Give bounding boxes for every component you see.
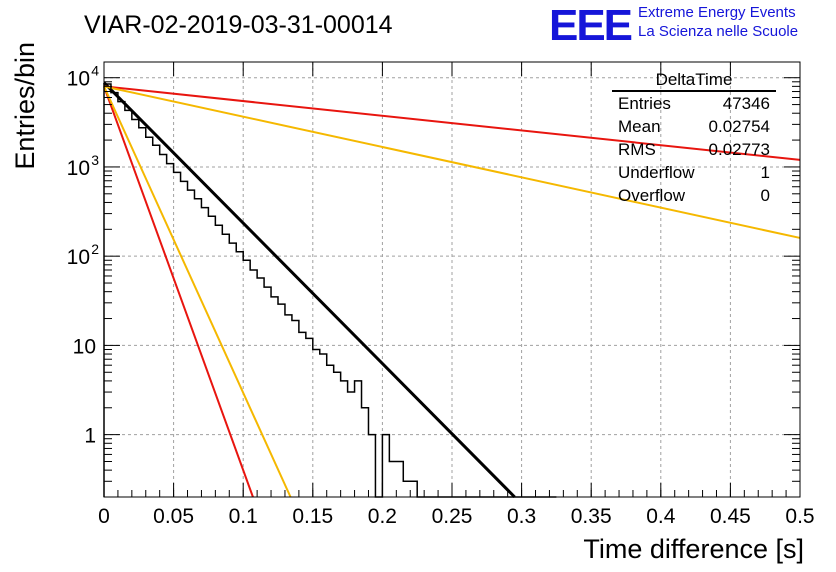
grid-lines: [104, 62, 800, 497]
y-tick-label: 10: [67, 246, 90, 269]
histogram-bin: [243, 260, 250, 497]
stats-value: 47346: [722, 94, 770, 113]
histogram-bin: [201, 208, 208, 497]
y-tick-label: 10: [73, 335, 96, 358]
histogram-bin: [396, 461, 403, 497]
fit-line-red-shallow: [103, 85, 801, 161]
x-tick-label: 0.35: [571, 505, 612, 528]
histogram-bin: [160, 154, 167, 497]
eee-logo-mark: EEE: [549, 4, 632, 44]
histogram-bin: [355, 381, 362, 497]
stats-label: RMS: [618, 140, 656, 159]
histogram-bin: [341, 381, 348, 497]
histogram-bin: [264, 287, 271, 497]
stats-value: 0: [760, 186, 770, 205]
histogram-bin: [382, 435, 389, 497]
y-tick-label: 10: [67, 68, 90, 91]
y-tick-exponent: 4: [91, 63, 99, 79]
histogram-bin: [250, 270, 257, 497]
histogram-bin: [389, 461, 396, 497]
histogram-bin: [313, 349, 320, 497]
histogram-bin: [125, 110, 132, 497]
x-tick-label: 0.2: [368, 505, 397, 528]
x-axis: 0 0.05 0.1 0.15 0.2 0.25 0.3 0.35 0.4 0.45 0.5: [98, 62, 815, 528]
x-tick-label: 0.3: [507, 505, 536, 528]
x-axis-label: Time difference [s]: [583, 534, 804, 564]
fit-line-red-steep: [103, 86, 254, 498]
x-tick-label: 0.25: [432, 505, 473, 528]
fit-line-orange-steep: [103, 85, 292, 498]
histogram-bin: [118, 102, 125, 497]
histogram-bin: [111, 93, 118, 497]
stats-value: 1: [760, 163, 770, 182]
stats-row: RMS 0.02773: [610, 138, 778, 161]
histogram-bin: [188, 190, 195, 497]
histogram-bin: [368, 435, 375, 497]
histogram-bin: [299, 332, 306, 497]
y-axis-label: Entries/bin: [10, 42, 40, 170]
logo-line-2: La Scienza nelle Scuole: [638, 23, 799, 40]
histogram-bin: [257, 278, 264, 497]
stats-value: 0.02773: [708, 140, 770, 159]
histogram-bin: [327, 365, 334, 497]
stats-label: Overflow: [618, 186, 686, 205]
y-tick-exponent: 3: [91, 152, 99, 168]
chart-title: VIAR-02-2019-03-31-00014: [84, 11, 393, 39]
stats-label: Entries: [618, 94, 671, 113]
eee-logo: EEE: [549, 4, 634, 44]
histogram-bin: [410, 481, 417, 497]
x-tick-label: 0.45: [710, 505, 751, 528]
stats-box: DeltaTime Entries 47346 Mean 0.02754 RMS…: [610, 70, 778, 207]
fit-curves: [102, 81, 801, 499]
histogram-bin: [222, 234, 229, 497]
stats-label: Mean: [618, 117, 661, 136]
histogram-bin: [285, 315, 292, 497]
stats-row: Entries 47346: [610, 92, 778, 115]
x-tick-label: 0.15: [292, 505, 333, 528]
histogram-bin: [292, 321, 299, 497]
histogram-bin: [403, 481, 410, 497]
histogram-bin: [362, 408, 369, 497]
stats-row: Overflow 0: [610, 184, 778, 207]
histogram-bin: [320, 354, 327, 497]
stats-value: 0.02754: [708, 117, 770, 136]
histogram-bin: [181, 181, 188, 497]
logo-caption: Extreme Energy Events La Scienza nelle S…: [638, 3, 798, 41]
histogram-bin: [278, 304, 285, 497]
y-tick-label: 1: [84, 425, 96, 448]
x-tick-label: 0.1: [229, 505, 258, 528]
logo-line-1: Extreme Energy Events: [638, 4, 796, 21]
fit-line-fit: [102, 81, 516, 499]
stats-row: Mean 0.02754: [610, 115, 778, 138]
histogram-bin: [348, 392, 355, 497]
x-tick-label: 0.05: [153, 505, 194, 528]
histogram-bin: [132, 120, 139, 497]
histogram-bin: [174, 172, 181, 497]
y-tick-exponent: 2: [91, 241, 99, 257]
histogram-bin: [208, 216, 215, 497]
histogram-bin: [167, 164, 174, 497]
fit-line-orange-shallow: [103, 85, 801, 239]
stats-title: DeltaTime: [612, 70, 776, 92]
histogram-bin: [215, 225, 222, 497]
x-tick-label: 0.4: [646, 505, 676, 528]
histogram-bin: [306, 338, 313, 497]
stats-row: Underflow 1: [610, 161, 778, 184]
x-tick-label: 0.5: [785, 505, 814, 528]
x-tick-label: 0: [98, 505, 110, 528]
y-tick-label: 10: [67, 157, 90, 180]
stats-label: Underflow: [618, 163, 695, 182]
